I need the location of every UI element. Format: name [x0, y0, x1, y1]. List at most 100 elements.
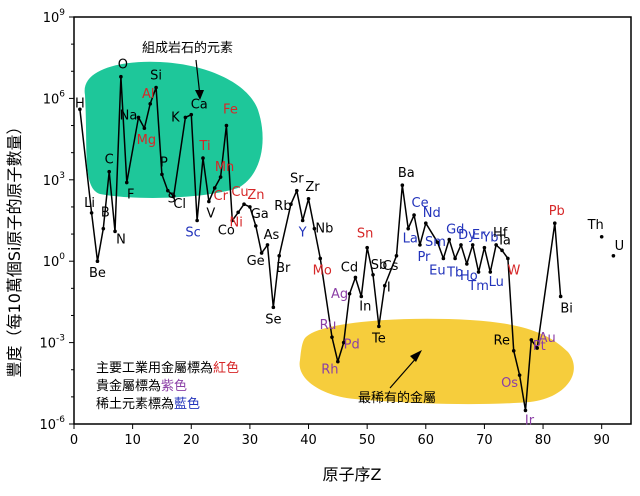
data-point-cl — [171, 194, 176, 198]
data-point-o — [119, 74, 123, 79]
element-label-tb: Tb — [446, 265, 463, 280]
element-label-pb: Pb — [549, 204, 565, 219]
element-label-bi: Bi — [560, 301, 573, 316]
data-point-v — [207, 199, 211, 204]
x-tick-label: 50 — [359, 433, 376, 448]
data-point-mg — [142, 126, 147, 131]
data-point-k — [183, 115, 188, 120]
element-label-rh: Rh — [321, 363, 338, 378]
data-point-pt — [529, 338, 534, 342]
x-tick-label: 20 — [183, 433, 200, 448]
element-label-f: F — [127, 188, 134, 203]
data-point-lu — [488, 270, 493, 274]
element-label-la: La — [403, 232, 418, 247]
data-point-al — [148, 102, 153, 106]
data-point-ti — [201, 156, 205, 160]
element-label-sm: Sm — [425, 235, 446, 250]
element-label-rb: Rb — [274, 199, 291, 214]
data-point-c — [107, 169, 111, 174]
element-label-ce: Ce — [412, 196, 429, 211]
x-tick-label: 90 — [593, 433, 610, 448]
element-label-ru: Ru — [320, 318, 337, 333]
y-tick-label: 109 — [43, 8, 66, 26]
element-label-cu: Cu — [231, 185, 248, 200]
data-point-f — [124, 180, 129, 185]
element-label-u: U — [615, 239, 625, 254]
data-point-n — [113, 229, 117, 234]
data-point-sm — [435, 240, 440, 245]
data-point-s — [166, 188, 170, 193]
y-tick-label: 103 — [43, 171, 65, 189]
element-label-b: B — [101, 206, 110, 221]
element-label-in: In — [359, 299, 371, 314]
data-point-ni — [236, 210, 240, 215]
element-label-pd: Pd — [344, 338, 360, 353]
data-point-br — [277, 253, 282, 258]
element-label-ge: Ge — [247, 254, 265, 269]
data-point-tb — [453, 256, 457, 261]
data-point-er — [470, 243, 475, 247]
element-label-si: Si — [150, 69, 162, 84]
element-label-mo: Mo — [313, 263, 332, 278]
element-label-cs: Cs — [383, 259, 399, 274]
data-point-zr — [306, 196, 311, 201]
element-label-v: V — [206, 207, 215, 222]
element-label-re: Re — [494, 334, 510, 349]
data-point-be — [95, 259, 100, 264]
element-label-i: I — [387, 281, 391, 296]
data-point-w — [506, 256, 510, 261]
element-label-te: Te — [371, 331, 386, 346]
element-label-h: H — [75, 96, 85, 111]
data-point-hf — [494, 243, 498, 247]
data-point-os — [517, 373, 522, 377]
data-point-li — [89, 211, 94, 215]
data-point-ag — [347, 291, 352, 296]
element-label-sr: Sr — [290, 172, 304, 187]
rock-elements-region — [84, 61, 263, 198]
data-point-b — [101, 226, 106, 231]
element-label-os: Os — [501, 376, 518, 391]
element-label-gd: Gd — [446, 222, 464, 237]
data-point-sn — [365, 245, 369, 250]
x-tick-label: 60 — [418, 433, 435, 448]
data-point-na — [136, 115, 141, 120]
element-label-nd: Nd — [423, 206, 441, 221]
element-label-mn: Mn — [215, 160, 234, 175]
element-label-pr: Pr — [417, 250, 431, 265]
data-point-dy — [459, 243, 463, 247]
data-point-rh — [336, 359, 340, 364]
annotations: 組成岩石的元素 最稀有的金屬 — [142, 40, 436, 406]
data-point-ho — [465, 262, 469, 266]
element-label-o: O — [118, 58, 128, 73]
data-point-th — [599, 234, 604, 239]
rarest-region-label: 最稀有的金屬 — [358, 390, 436, 406]
data-point-ce — [412, 213, 416, 217]
data-point-y — [300, 218, 305, 223]
element-label-ho: Ho — [460, 269, 478, 284]
data-point-co — [230, 218, 235, 223]
element-labels: H Li Be B C N O F Na Mg Al Si P SCl K Ca Sc Ti V Cr Mn Fe CoNi… — [75, 58, 624, 429]
element-label-s: S — [168, 192, 176, 207]
axis-ticks: 0 10 20 30 40 50 60 70 80 90 10-6 10-3 100 103 106 109 — [39, 8, 609, 448]
element-label-fe: Fe — [223, 103, 238, 118]
element-label-cl: Cl — [173, 197, 186, 212]
element-label-p: P — [160, 155, 168, 170]
element-label-dy: Dy — [458, 228, 476, 243]
data-point-gd — [447, 237, 452, 242]
series-lines — [79, 75, 562, 412]
data-point-ge — [259, 251, 264, 255]
element-label-au: Au — [539, 331, 556, 346]
element-label-se: Se — [265, 312, 281, 327]
data-point-fe — [224, 123, 229, 128]
data-point-in — [359, 294, 364, 299]
element-label-co: Co — [218, 224, 235, 239]
data-point-nb — [312, 226, 317, 231]
x-tick-label: 0 — [70, 433, 78, 448]
x-tick-label: 40 — [300, 433, 317, 448]
element-label-ba: Ba — [398, 166, 415, 181]
element-label-pt: Pt — [533, 339, 546, 354]
data-point-cd — [353, 275, 358, 280]
element-label-sb: Sb — [371, 258, 388, 273]
